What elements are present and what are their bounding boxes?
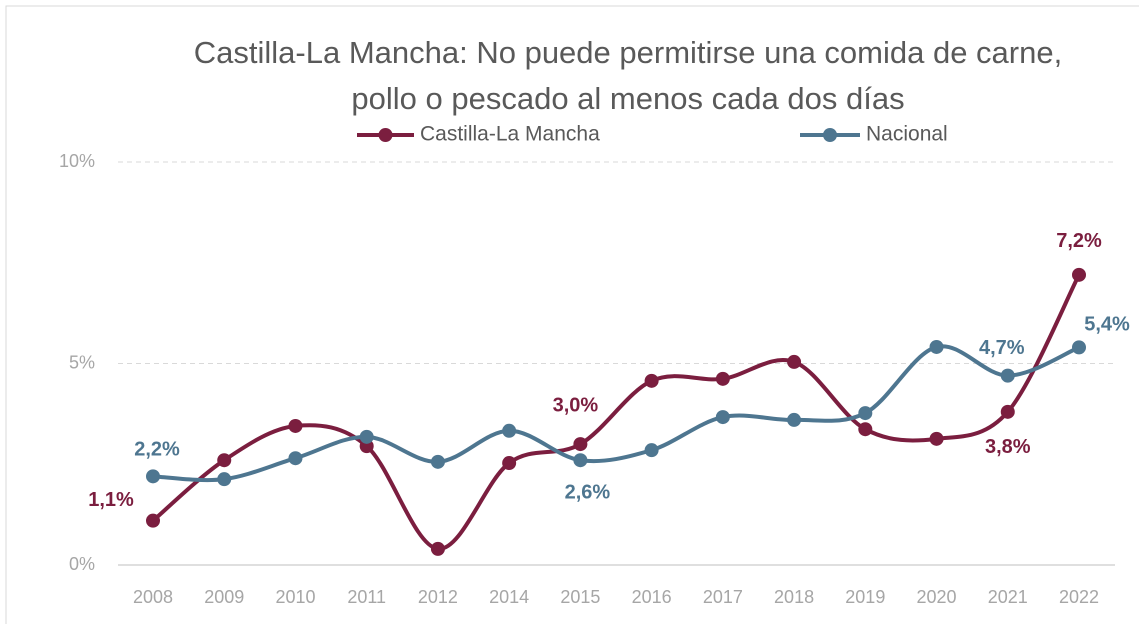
point <box>929 431 944 446</box>
x-tick-label: 2014 <box>489 587 529 607</box>
point <box>715 371 730 386</box>
series-line <box>151 273 1081 551</box>
point <box>858 422 873 437</box>
y-tick-label: 5% <box>69 352 95 372</box>
x-tick-label: 2012 <box>418 587 458 607</box>
point <box>644 373 659 388</box>
data-label: 4,7% <box>979 337 1025 359</box>
point <box>573 437 588 452</box>
data-label: 7,2% <box>1056 230 1102 252</box>
point <box>929 339 944 354</box>
x-tick-label: 2018 <box>774 587 814 607</box>
x-tick-label: 2019 <box>845 587 885 607</box>
chart-title: Castilla-La Mancha: No puede permitirse … <box>193 35 1063 116</box>
x-tick-label: 2017 <box>703 587 743 607</box>
point <box>430 454 445 469</box>
point <box>1000 404 1015 419</box>
data-label: 5,4% <box>1084 314 1130 336</box>
point <box>1072 267 1086 282</box>
x-tick-label: 2008 <box>133 587 173 607</box>
chart-frame <box>5 5 1139 624</box>
legend-marker <box>823 128 837 142</box>
data-label: 3,8% <box>985 436 1031 458</box>
data-label: 2,2% <box>134 439 180 461</box>
point <box>644 443 659 458</box>
y-tick-label: 10% <box>59 151 95 171</box>
point <box>502 456 517 471</box>
point <box>146 513 160 528</box>
point <box>430 541 445 556</box>
x-tick-label: 2021 <box>988 587 1028 607</box>
legend-label: Castilla-La Mancha <box>420 123 600 146</box>
point <box>715 410 730 425</box>
point <box>288 418 303 433</box>
point <box>1000 368 1015 383</box>
legend-marker <box>378 128 393 142</box>
point <box>359 429 374 444</box>
x-tick-label: 2020 <box>917 587 957 607</box>
point <box>858 406 873 421</box>
y-tick-label: 0% <box>69 554 95 574</box>
point <box>217 472 232 487</box>
x-tick-label: 2011 <box>347 587 386 607</box>
point <box>146 469 160 484</box>
legend-label: Nacional <box>866 123 948 146</box>
x-tick-label: 2022 <box>1059 587 1099 607</box>
data-label: 1,1% <box>88 489 134 511</box>
data-label: 2,6% <box>565 482 611 504</box>
point <box>288 451 303 466</box>
point <box>217 453 232 468</box>
x-tick-label: 2009 <box>204 587 244 607</box>
x-tick-label: 2010 <box>275 587 315 607</box>
x-tick-label: 2015 <box>560 587 600 607</box>
data-label: 3,0% <box>553 394 599 416</box>
x-tick-label: 2016 <box>632 587 672 607</box>
point <box>787 354 802 369</box>
point <box>502 423 517 438</box>
point <box>1072 340 1086 355</box>
point <box>787 412 802 427</box>
point <box>573 453 588 468</box>
